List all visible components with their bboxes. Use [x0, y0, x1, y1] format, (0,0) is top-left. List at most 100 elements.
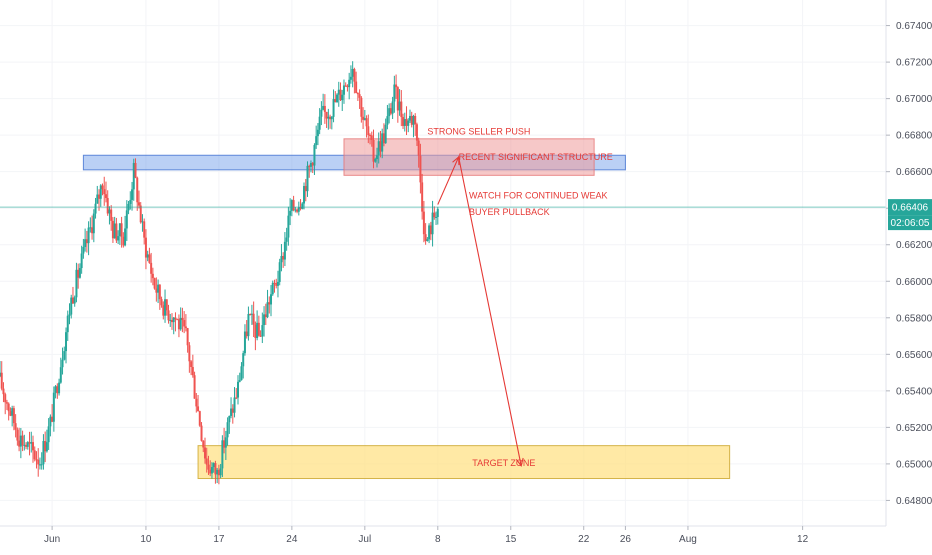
candle-body [146, 254, 149, 258]
candle-body [0, 372, 1, 377]
candle-body [348, 79, 351, 88]
candle-body [132, 162, 135, 190]
candle-body [356, 93, 359, 95]
candle-body [301, 203, 304, 209]
candle-body [243, 331, 246, 354]
candles-layer [0, 61, 439, 485]
candle-body [164, 299, 167, 316]
candle-body [417, 140, 420, 156]
candle-body [190, 361, 193, 368]
candle-body [63, 351, 66, 360]
candle-body [58, 382, 61, 394]
candle-body [273, 282, 276, 284]
candle-body [421, 182, 424, 212]
candle-body [170, 319, 173, 323]
projection-arrowhead-up [452, 155, 460, 166]
candle-body [104, 194, 107, 199]
annotations-layer: RECENT SIGNIFICANT STRUCTURE TARGET ZONE S… [427, 127, 612, 469]
candle-body [334, 99, 337, 102]
candle-body [157, 284, 160, 293]
seller-zone-label: RECENT SIGNIFICANT STRUCTURE [459, 152, 613, 162]
candle-body [322, 105, 325, 110]
candle-body [428, 225, 431, 240]
candle-body [282, 255, 285, 260]
candle-body [92, 213, 95, 234]
candle-body [226, 422, 229, 438]
candle-body [216, 469, 219, 475]
candle-body [188, 345, 191, 362]
candle-body [153, 278, 156, 289]
candle-body [197, 406, 200, 412]
candle-body [70, 297, 73, 315]
candle-body [370, 135, 373, 140]
candle-body [382, 133, 385, 144]
candle-body [144, 237, 147, 258]
candle-body [290, 200, 293, 211]
candle-body [264, 314, 267, 318]
projection-arrowhead-down [515, 457, 524, 467]
candle-body [207, 464, 210, 470]
candle-body [200, 425, 203, 441]
candle-body [221, 440, 224, 469]
candle-body [203, 447, 206, 459]
candle-body [122, 236, 125, 246]
candle-body [296, 209, 299, 212]
candle-body [407, 120, 410, 126]
candle-body [38, 464, 41, 466]
y-tick-label: 0.64800 [896, 496, 932, 507]
candle-body [51, 416, 54, 422]
y-tick-label: 0.65400 [896, 386, 932, 397]
candle-body [329, 116, 332, 120]
candle-body [71, 297, 74, 304]
candle-body [379, 141, 382, 152]
candle-body [263, 314, 266, 326]
y-tick-label: 0.66800 [896, 131, 932, 142]
candle-body [66, 315, 69, 333]
candle-body [210, 467, 213, 474]
candle-body [412, 115, 415, 125]
candle-body [45, 442, 48, 452]
candle-body [419, 155, 422, 183]
candle-body [341, 94, 344, 101]
candle-body [268, 302, 271, 305]
candle-body [167, 310, 170, 321]
candle-body [209, 469, 212, 474]
candle-body [212, 463, 215, 468]
candle-body [313, 145, 316, 166]
candle-body [377, 141, 380, 156]
candle-body [410, 115, 413, 125]
candle-body [344, 85, 347, 87]
candle-body [363, 118, 366, 120]
candle-body [32, 442, 35, 451]
candle-body [61, 359, 64, 368]
candle-body [435, 217, 438, 219]
candle-body [202, 440, 205, 448]
candle-body [400, 101, 403, 118]
seller-zone [343, 138, 595, 176]
candle-body [49, 416, 52, 427]
candle-body [137, 202, 140, 206]
candle-body [19, 435, 22, 447]
candle-body [75, 269, 78, 298]
candle-body [306, 165, 309, 192]
candle-body [148, 254, 151, 263]
candle-body [320, 109, 323, 117]
candle-body [7, 403, 10, 412]
current-price-value: 0.66406 [892, 203, 929, 214]
candle-body [94, 203, 97, 214]
candle-body [195, 398, 198, 407]
candle-body [217, 469, 220, 476]
candle-body [37, 459, 40, 465]
candle-body [25, 444, 28, 447]
candle-body [309, 162, 312, 167]
candle-body [151, 273, 154, 279]
candle-body [23, 444, 26, 446]
candle-body [275, 283, 278, 286]
candle-body [40, 464, 43, 466]
candle-body [342, 85, 345, 95]
candle-body [393, 84, 396, 102]
candle-body [198, 411, 201, 426]
candle-body [283, 241, 286, 260]
